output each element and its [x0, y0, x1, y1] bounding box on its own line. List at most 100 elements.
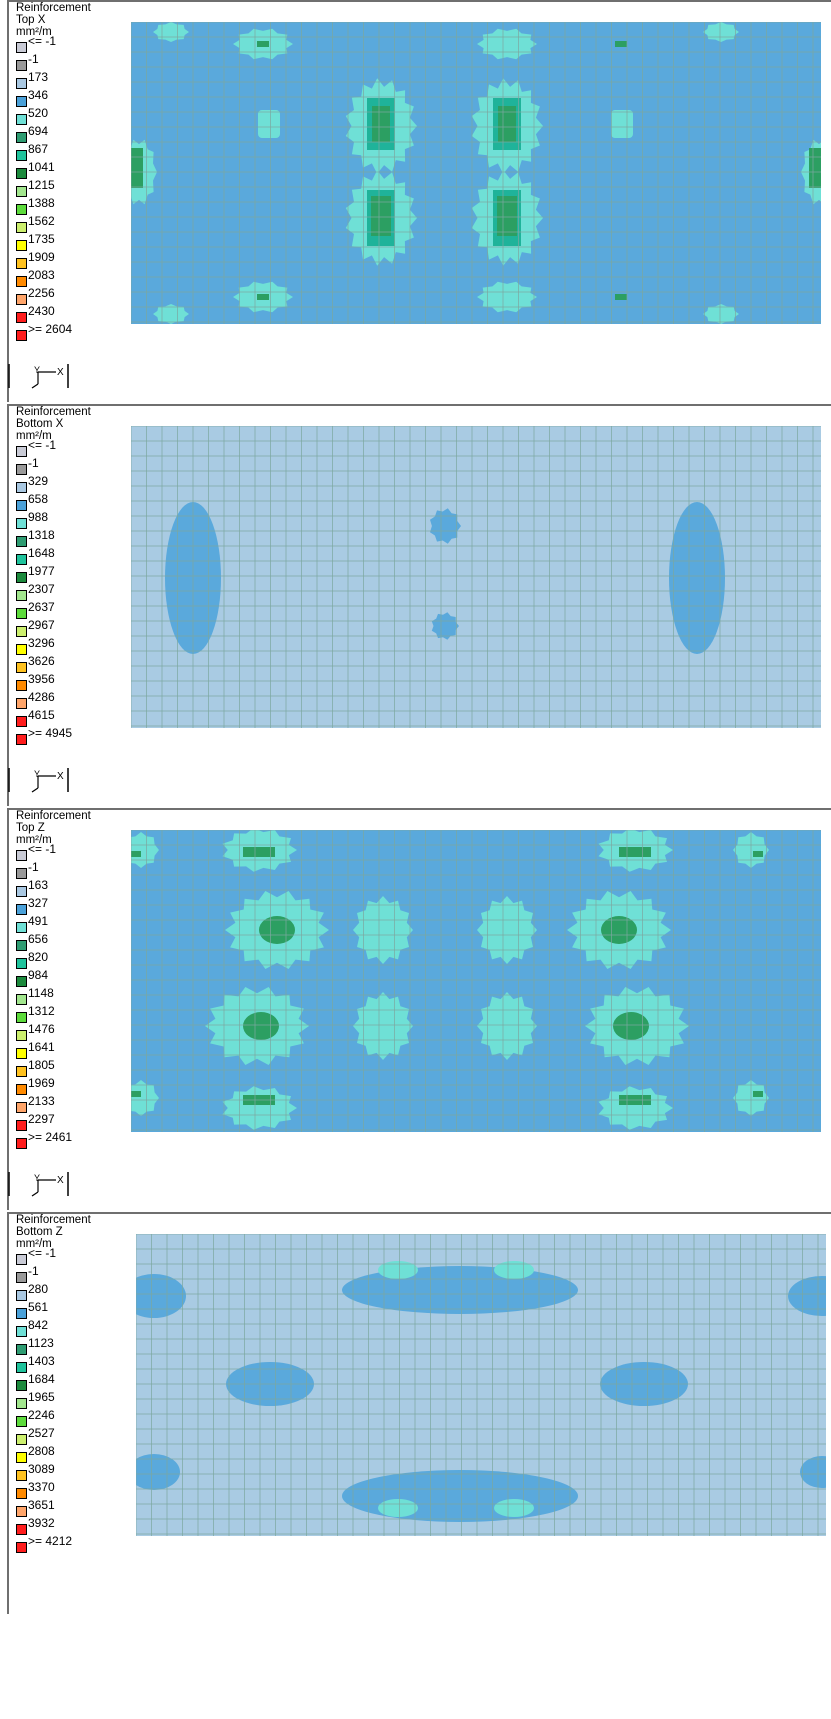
legend-swatch — [16, 186, 27, 197]
legend-swatch — [16, 312, 27, 323]
legend-row: 327 — [16, 897, 121, 918]
legend-row: 1648 — [16, 546, 121, 568]
legend-row: 491 — [16, 915, 121, 936]
legend-value: <= -1 — [28, 438, 57, 452]
contour-region — [477, 896, 537, 964]
legend-swatch — [16, 1470, 27, 1481]
legend-value: 3089 — [28, 1462, 55, 1476]
legend-unit: mm²/m — [16, 834, 52, 846]
legend-swatch — [16, 940, 27, 951]
legend-row: <= -1 — [16, 35, 121, 56]
contour-region — [131, 832, 159, 868]
legend-row: 1977 — [16, 564, 121, 586]
legend-value: 1388 — [28, 196, 55, 210]
legend-value: 984 — [28, 968, 49, 982]
panel-frame — [7, 808, 831, 1210]
legend-swatch — [16, 886, 27, 897]
legend-swatch — [16, 1012, 27, 1023]
legend-swatch — [16, 1326, 27, 1337]
legend-swatch — [16, 60, 27, 71]
legend-value: 1403 — [28, 1354, 55, 1368]
legend-swatch — [16, 662, 27, 673]
legend-value: 842 — [28, 1318, 49, 1332]
legend-row: <= -1 — [16, 843, 121, 864]
legend-row: 2256 — [16, 286, 121, 308]
contour-region — [243, 1012, 279, 1040]
legend-value: 656 — [28, 932, 49, 946]
legend-value: 1977 — [28, 564, 55, 578]
legend-swatch — [16, 976, 27, 987]
legend-value: 1215 — [28, 178, 55, 192]
legend-value: 2256 — [28, 286, 55, 300]
legend-row: 3089 — [16, 1462, 121, 1484]
legend-swatch — [16, 500, 27, 511]
legend-row: 520 — [16, 107, 121, 128]
legend-subtitle: Top Z — [16, 822, 45, 834]
legend-value: 4615 — [28, 708, 55, 722]
mesh-grid — [131, 22, 821, 324]
axis-icon: X Y — [8, 766, 78, 793]
legend-row: 1684 — [16, 1373, 121, 1394]
svg-text:Y: Y — [34, 1173, 40, 1183]
legend-row: 3370 — [16, 1481, 121, 1502]
legend-value: >= 4212 — [28, 1534, 73, 1548]
contour-region — [378, 1261, 418, 1279]
legend-value: 2307 — [28, 582, 55, 596]
legend-swatch — [16, 132, 27, 143]
legend-swatch — [16, 276, 27, 287]
legend-swatch — [16, 1254, 27, 1265]
contour-region — [619, 847, 651, 857]
contour-plot-bottom-z[interactable] — [136, 1234, 826, 1557]
legend-value: 867 — [28, 142, 49, 156]
legend-swatch — [16, 958, 27, 969]
legend-row: 1641 — [16, 1040, 121, 1062]
legend-row: 346 — [16, 89, 121, 110]
legend-swatch — [16, 114, 27, 125]
legend-row: <= -1 — [16, 438, 121, 460]
contour-plot-top-x[interactable] — [131, 22, 821, 345]
contour-region — [477, 992, 537, 1060]
contour-plot-top-z[interactable] — [131, 830, 821, 1153]
legend-value: >= 2461 — [28, 1130, 73, 1144]
panel-frame — [7, 0, 831, 402]
contour-region — [257, 41, 269, 47]
legend-row: 561 — [16, 1300, 121, 1322]
contour-region — [497, 196, 517, 236]
legend-value: 2246 — [28, 1408, 55, 1422]
legend-swatch — [16, 464, 27, 475]
legend-value: 1041 — [28, 160, 55, 174]
contour-region — [372, 106, 390, 142]
legend-value: 1148 — [28, 986, 54, 1000]
contour-plot-bottom-x[interactable] — [131, 426, 821, 749]
plot-background — [131, 830, 821, 1132]
legend-value: 1476 — [28, 1022, 55, 1036]
legend-unit: mm²/m — [16, 430, 52, 442]
legend-row: 658 — [16, 492, 121, 514]
legend-row: 2527 — [16, 1427, 121, 1448]
legend-row: 280 — [16, 1283, 121, 1304]
legend-value: 3626 — [28, 654, 55, 668]
legend-value: 658 — [28, 492, 49, 506]
legend-value: 1648 — [28, 546, 55, 560]
mesh-grid — [136, 1234, 826, 1536]
legend-swatch — [16, 536, 27, 547]
legend-row: 2083 — [16, 269, 121, 290]
legend-value: 2297 — [28, 1112, 55, 1126]
legend-value: 561 — [28, 1300, 49, 1314]
mesh-grid — [131, 426, 821, 728]
svg-text:X: X — [57, 367, 64, 378]
legend-swatch — [16, 446, 27, 457]
legend-swatch — [16, 1048, 27, 1059]
legend: Reinforcement Top Z mm²/m <= -1 -1 163 327 4… — [16, 810, 121, 1152]
legend-row: 984 — [16, 968, 121, 990]
legend-row: 820 — [16, 951, 121, 972]
contour-region — [131, 1091, 141, 1097]
legend-value: 2967 — [28, 618, 55, 632]
legend-swatch — [16, 204, 27, 215]
contour-region — [753, 1091, 763, 1097]
contour-region — [431, 612, 459, 640]
legend-value: 1641 — [28, 1040, 55, 1054]
contour-region — [136, 1274, 186, 1318]
contour-region — [753, 851, 763, 857]
contour-svg — [131, 22, 821, 324]
